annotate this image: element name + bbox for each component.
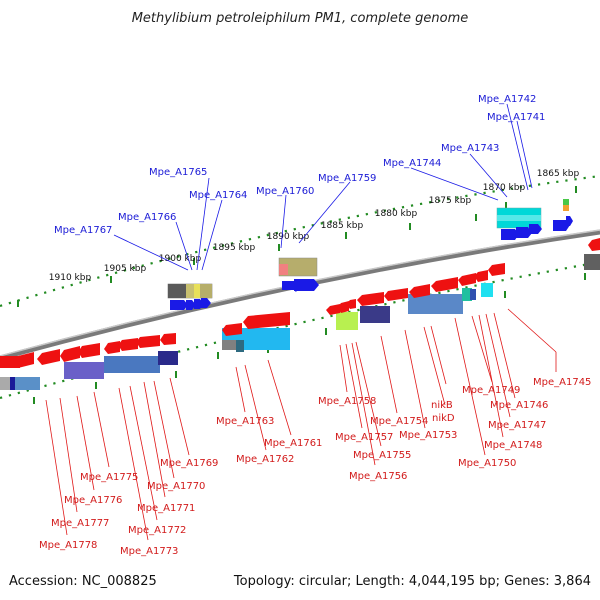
gene-label: Mpe_A1775 [80,472,138,483]
gene-label: Mpe_A1754 [370,416,428,427]
gene-label: Mpe_A1756 [349,471,407,482]
gene-label: nikB [431,400,453,411]
svg-text:1905 kbp: 1905 kbp [104,264,147,274]
topology-label: Topology: circular; Length: 4,044,195 bp… [233,574,591,589]
forward-leader-lines [113,103,533,271]
gene-label: Mpe_A1771 [137,503,195,514]
gene-label: Mpe_A1741 [487,112,545,123]
gene-label: Mpe_A1746 [490,400,548,411]
gene-label: Mpe_A1747 [488,420,546,431]
gene-label: Mpe_A1755 [353,450,411,461]
gene-label: Mpe_A1766 [118,212,176,223]
gene-label: Mpe_A1759 [318,173,376,184]
forward-feature-blocks [167,199,569,299]
gene-label: Mpe_A1749 [462,385,520,396]
gene-label: Mpe_A1744 [383,158,441,169]
reverse-gene-arrows [0,238,600,368]
gene-label: Mpe_A1758 [318,396,376,407]
kbp-labels: 1910 kbp 1905 kbp 1900 kbp 1895 kbp 1890… [49,169,580,283]
gene-label: Mpe_A1764 [189,190,247,201]
svg-text:1910 kbp: 1910 kbp [49,273,92,283]
gene-label: Mpe_A1776 [64,495,122,506]
gene-label: Mpe_A1745 [533,377,591,388]
map-title: Methylibium petroleiphilum PM1, complete… [132,11,469,26]
svg-text:1880 kbp: 1880 kbp [375,209,418,219]
gene-label: Mpe_A1748 [484,440,542,451]
svg-text:1885 kbp: 1885 kbp [321,221,364,231]
svg-text:1895 kbp: 1895 kbp [213,243,256,253]
svg-text:1900 kbp: 1900 kbp [159,254,202,264]
gene-label: Mpe_A1765 [149,167,207,178]
genome-backbone [0,229,600,361]
svg-text:1890 kbp: 1890 kbp [267,232,310,242]
reverse-gene-labels: Mpe_A1778 Mpe_A1777 Mpe_A1776 Mpe_A1775 … [39,377,591,557]
gene-label: Mpe_A1762 [236,454,294,465]
gene-label: Mpe_A1753 [399,430,457,441]
reverse-feature-blocks [0,254,600,390]
gene-label: Mpe_A1778 [39,540,97,551]
gene-label: Mpe_A1772 [128,525,186,536]
accession-label: Accession: NC_008825 [9,574,157,589]
gene-label: Mpe_A1763 [216,416,274,427]
gene-label: Mpe_A1750 [458,458,516,469]
gene-label: Mpe_A1767 [54,225,112,236]
gene-label: Mpe_A1743 [441,143,499,154]
gene-label: Mpe_A1773 [120,546,178,557]
forward-gene-arrows [170,216,573,310]
gene-label: Mpe_A1760 [256,186,314,197]
forward-gene-labels: Mpe_A1767 Mpe_A1766 Mpe_A1765 Mpe_A1764 … [54,94,545,236]
gene-label: Mpe_A1757 [335,432,393,443]
gene-label: Mpe_A1770 [147,481,205,492]
reverse-leader-lines [45,308,557,541]
svg-text:1875 kbp: 1875 kbp [429,196,472,206]
gene-label: nikD [432,413,455,424]
svg-text:1865 kbp: 1865 kbp [537,169,580,179]
gene-label: Mpe_A1742 [478,94,536,105]
gene-label: Mpe_A1769 [160,458,218,469]
upper-major-ticks [17,186,577,307]
svg-text:1870 kbp: 1870 kbp [483,183,526,193]
gene-label: Mpe_A1777 [51,518,109,529]
gene-label: Mpe_A1761 [264,438,322,449]
